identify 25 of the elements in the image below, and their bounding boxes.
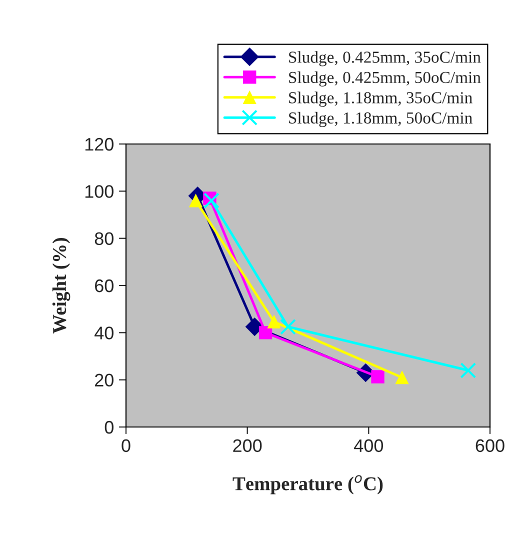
- y-tick-label: 40: [94, 326, 114, 340]
- y-tick-label: 20: [95, 374, 114, 387]
- x-tick-label: 200: [233, 439, 262, 452]
- point: [189, 194, 202, 208]
- point: [460, 362, 476, 378]
- point: [258, 326, 272, 340]
- legend-label: Sludge, 1.18mm, 50oC/min: [289, 112, 472, 128]
- point: [395, 370, 409, 384]
- point: [280, 318, 296, 335]
- legend-label: Sludge, 1.18mm, 35oC/min: [289, 92, 472, 107]
- y-tick-label: 80: [94, 232, 114, 246]
- point: [267, 315, 281, 328]
- y-tick-label: 60: [95, 279, 114, 292]
- x-tick-label: 600: [476, 439, 504, 452]
- y-axis-title: Weight (%): [52, 238, 70, 334]
- legend-label: Sludge, 0.425mm, 50oC/min: [289, 71, 481, 87]
- x-tick-label: 400: [354, 439, 384, 452]
- legend-label: Sludge, 0.425mm, 35oC/min: [289, 51, 481, 66]
- point: [204, 192, 220, 209]
- x-tick-label: 0: [122, 439, 130, 452]
- y-tick-label: 0: [104, 420, 114, 434]
- x-axis-title: Temperature ($^{o}$C): [232, 475, 383, 494]
- y-tick-label: 100: [85, 185, 114, 198]
- point: [371, 370, 384, 384]
- y-tick-label: 120: [85, 138, 114, 151]
